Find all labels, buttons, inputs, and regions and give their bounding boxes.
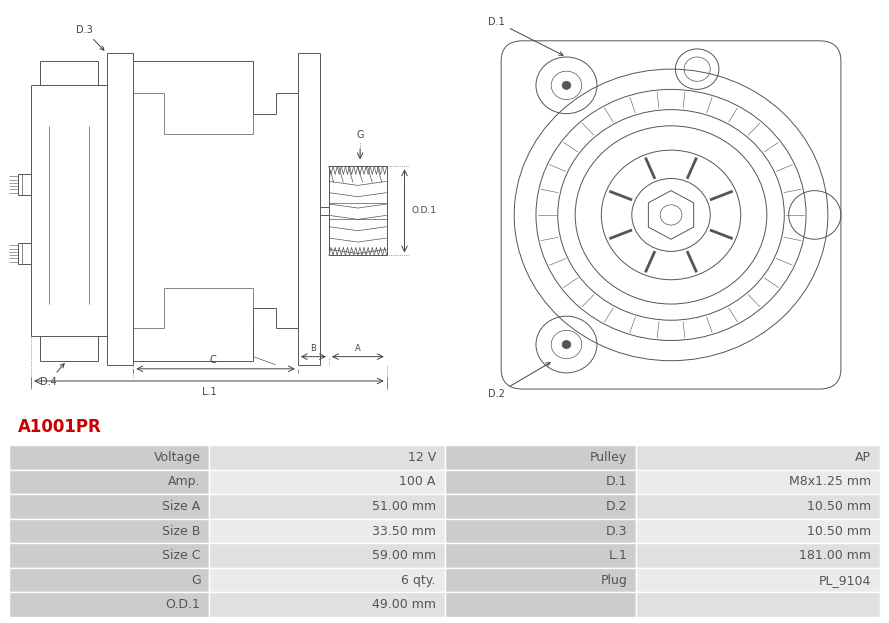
Bar — [9, 592, 209, 617]
Bar — [209, 592, 444, 617]
Bar — [209, 445, 444, 470]
Text: D.3: D.3 — [76, 25, 104, 50]
Text: D.2: D.2 — [606, 500, 628, 513]
Text: Size C: Size C — [162, 549, 201, 562]
Text: D.3: D.3 — [606, 525, 628, 538]
Text: 100 A: 100 A — [399, 475, 436, 488]
Text: AP: AP — [855, 451, 871, 464]
Bar — [637, 543, 880, 568]
Text: D.1: D.1 — [606, 475, 628, 488]
Bar — [444, 494, 637, 519]
Bar — [9, 543, 209, 568]
Text: PL_9104: PL_9104 — [819, 574, 871, 587]
Text: C: C — [210, 354, 217, 364]
Bar — [209, 519, 444, 543]
Text: 49.00 mm: 49.00 mm — [372, 598, 436, 611]
Bar — [444, 470, 637, 494]
Bar — [637, 519, 880, 543]
Bar — [9, 494, 209, 519]
Bar — [444, 592, 637, 617]
Text: Size B: Size B — [162, 525, 201, 538]
Text: A1001PR: A1001PR — [18, 417, 101, 435]
Text: G: G — [191, 574, 201, 587]
Bar — [444, 543, 637, 568]
Bar — [444, 568, 637, 592]
Bar — [637, 445, 880, 470]
Text: D.1: D.1 — [488, 17, 563, 55]
Text: M8x1.25 mm: M8x1.25 mm — [789, 475, 871, 488]
Bar — [209, 568, 444, 592]
Bar — [9, 470, 209, 494]
Text: 6 qty.: 6 qty. — [402, 574, 436, 587]
Bar — [209, 494, 444, 519]
Text: 10.50 mm: 10.50 mm — [807, 500, 871, 513]
Text: L.1: L.1 — [609, 549, 628, 562]
Text: G: G — [356, 130, 364, 140]
Text: 12 V: 12 V — [407, 451, 436, 464]
Bar — [209, 543, 444, 568]
Text: Size A: Size A — [163, 500, 201, 513]
Text: D.4: D.4 — [40, 364, 64, 387]
Text: Amp.: Amp. — [168, 475, 201, 488]
Text: 59.00 mm: 59.00 mm — [372, 549, 436, 562]
Text: O.D.1: O.D.1 — [412, 206, 436, 216]
Text: Plug: Plug — [601, 574, 628, 587]
Text: Pulley: Pulley — [590, 451, 628, 464]
Text: 10.50 mm: 10.50 mm — [807, 525, 871, 538]
Text: 33.50 mm: 33.50 mm — [372, 525, 436, 538]
Text: L.1: L.1 — [202, 387, 216, 397]
Bar — [9, 568, 209, 592]
Bar — [444, 519, 637, 543]
Bar — [637, 494, 880, 519]
Circle shape — [562, 340, 571, 349]
Text: Voltage: Voltage — [154, 451, 201, 464]
Text: O.D.1: O.D.1 — [165, 598, 201, 611]
Bar — [637, 470, 880, 494]
Text: B: B — [310, 344, 316, 353]
Bar — [637, 568, 880, 592]
Bar — [209, 470, 444, 494]
Text: D.2: D.2 — [488, 363, 550, 399]
Bar — [9, 519, 209, 543]
Bar — [9, 445, 209, 470]
Circle shape — [562, 82, 571, 90]
Text: 51.00 mm: 51.00 mm — [372, 500, 436, 513]
Bar — [444, 445, 637, 470]
Bar — [637, 592, 880, 617]
Text: 181.00 mm: 181.00 mm — [799, 549, 871, 562]
Text: A: A — [355, 344, 361, 353]
